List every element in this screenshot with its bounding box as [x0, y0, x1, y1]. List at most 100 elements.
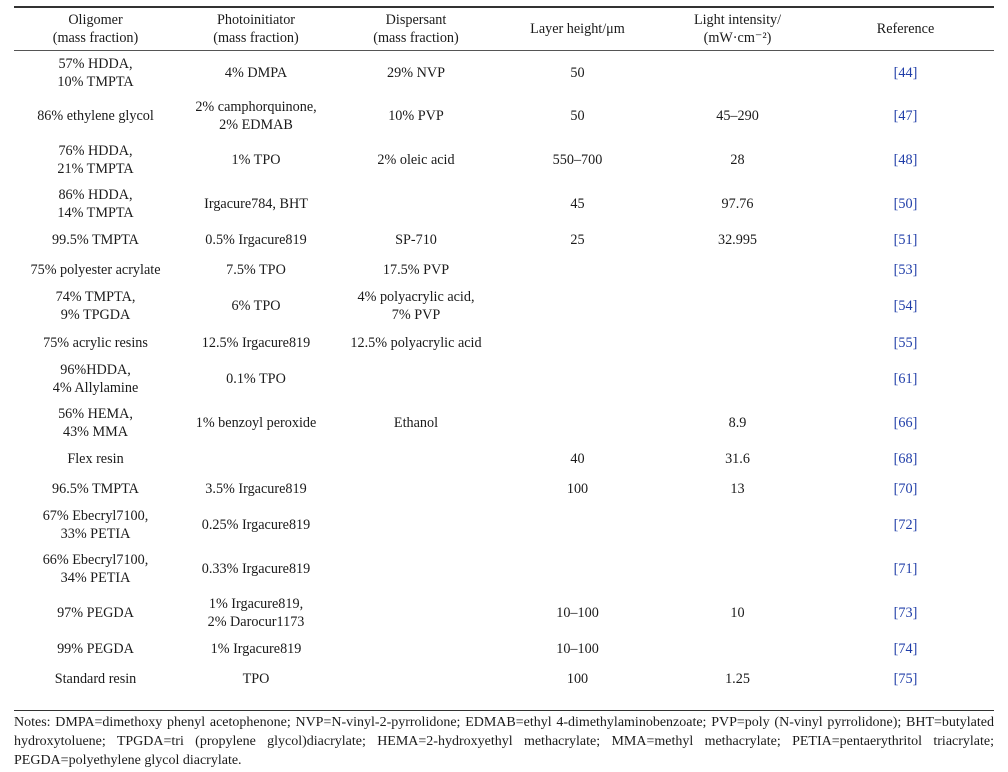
reference-link[interactable]: [61]	[893, 371, 918, 388]
cell-oligomer-line: 96%HDDA,	[60, 362, 131, 379]
cell-oligomer-line: 99% PEGDA	[57, 641, 134, 658]
cell-oligomer: 75% polyester acrylate	[14, 255, 177, 285]
cell-photoinitiator: Irgacure784, BHT	[177, 182, 335, 226]
header-light-intensity-line2: (mW·cm⁻²)	[703, 30, 772, 46]
table-row: 56% HEMA, 43% MMA 1% benzoyl peroxide Ethan…	[14, 401, 994, 445]
reference-link[interactable]: [71]	[893, 561, 918, 578]
cell-oligomer: 74% TMPTA, 9% TPGDA	[14, 284, 177, 328]
cell-light-intensity: 28	[730, 151, 745, 168]
reference-link[interactable]: [53]	[893, 261, 918, 278]
reference-link[interactable]: [66]	[893, 414, 918, 431]
cell-reference: [55]	[817, 328, 994, 358]
cell-oligomer-line: 14% TMPTA	[57, 204, 134, 221]
cell-photoinitiator-line: 6% TPO	[231, 298, 281, 315]
cell-dispersant: 4% polyacrylic acid, 7% PVP	[335, 284, 497, 328]
reference-link[interactable]: [68]	[893, 451, 918, 468]
cell-reference: [51]	[817, 225, 994, 255]
cell-oligomer-line: 76% HDDA,	[58, 142, 133, 159]
cell-light-intensity	[658, 284, 817, 328]
cell-photoinitiator-line: 0.33% Irgacure819	[201, 561, 311, 578]
table-bottom-rule	[14, 710, 994, 711]
table-row: 96.5% TMPTA 3.5% Irgacure819 100 13 [70]	[14, 474, 994, 504]
reference-link[interactable]: [48]	[893, 151, 918, 168]
reference-link[interactable]: [54]	[893, 298, 918, 315]
table-row: 76% HDDA, 21% TMPTA 1% TPO 2% oleic acid 550…	[14, 138, 994, 182]
cell-oligomer-line: 34% PETIA	[60, 570, 131, 587]
reference-link[interactable]: [51]	[893, 232, 918, 249]
cell-oligomer-line: 10% TMPTA	[57, 73, 134, 90]
cell-layer-height	[497, 328, 658, 358]
table-row: 67% Ebecryl7100, 33% PETIA 0.25% Irgacure8…	[14, 504, 994, 548]
table-row: 57% HDDA, 10% TMPTA 4% DMPA 29% NVP 50 [44]	[14, 51, 994, 95]
cell-oligomer-line: 86% ethylene glycol	[37, 108, 154, 125]
cell-oligomer-line: 33% PETIA	[60, 526, 131, 543]
cell-photoinitiator: 3.5% Irgacure819	[177, 474, 335, 504]
header-photoinitiator-line1: Photoinitiator	[216, 12, 296, 28]
table-row: 74% TMPTA, 9% TPGDA 6% TPO 4% polyacrylic a…	[14, 284, 994, 328]
header-light-intensity-line1: Light intensity/	[693, 12, 782, 28]
reference-link[interactable]: [73]	[893, 604, 918, 621]
reference-link[interactable]: [50]	[893, 195, 918, 212]
cell-layer-height: 10–100	[556, 641, 599, 658]
header-photoinitiator: Photoinitiator (mass fraction)	[177, 8, 335, 51]
cell-layer-height: 550–700	[552, 151, 603, 168]
cell-light-intensity	[658, 328, 817, 358]
cell-layer-height	[497, 504, 658, 548]
cell-reference: [50]	[817, 182, 994, 226]
cell-reference: [71]	[817, 547, 994, 591]
cell-photoinitiator: 12.5% Irgacure819	[177, 328, 335, 358]
reference-link[interactable]: [72]	[893, 517, 918, 534]
table-row: 99% PEGDA 1% Irgacure819 10–100 [74]	[14, 634, 994, 664]
cell-layer-height: 50	[570, 108, 585, 125]
cell-oligomer-line: 4% Allylamine	[52, 380, 139, 397]
cell-oligomer-line: 21% TMPTA	[57, 160, 134, 177]
cell-oligomer-line: 56% HEMA,	[58, 405, 133, 422]
cell-light-intensity: 31.6	[725, 451, 750, 468]
reference-link[interactable]: [75]	[893, 670, 918, 687]
cell-layer-height	[497, 255, 658, 285]
cell-reference: [44]	[817, 51, 994, 95]
reference-link[interactable]: [70]	[893, 480, 918, 497]
cell-photoinitiator: 7.5% TPO	[177, 255, 335, 285]
cell-dispersant: 10% PVP	[335, 95, 497, 139]
resin-formulation-table: Oligomer (mass fraction) Photoinitiator …	[14, 8, 994, 693]
cell-light-intensity: 13	[730, 480, 745, 497]
cell-light-intensity: 97.76	[721, 195, 754, 212]
cell-dispersant-line: SP-710	[395, 232, 437, 249]
reference-link[interactable]: [47]	[893, 108, 918, 125]
cell-photoinitiator-line: 0.1% TPO	[226, 371, 286, 388]
cell-photoinitiator: 6% TPO	[177, 284, 335, 328]
reference-link[interactable]: [55]	[893, 334, 918, 351]
header-dispersant: Dispersant (mass fraction)	[335, 8, 497, 51]
table-body: 57% HDDA, 10% TMPTA 4% DMPA 29% NVP 50 [44] 86…	[14, 51, 994, 694]
cell-photoinitiator-line: 2% EDMAB	[219, 117, 293, 134]
reference-link[interactable]: [74]	[893, 641, 918, 658]
cell-light-intensity	[658, 504, 817, 548]
cell-photoinitiator: 4% DMPA	[177, 51, 335, 95]
cell-layer-height	[497, 401, 658, 445]
cell-photoinitiator-line: 1% TPO	[231, 151, 281, 168]
cell-oligomer: 86% HDDA, 14% TMPTA	[14, 182, 177, 226]
table-top-rule	[14, 6, 994, 8]
cell-photoinitiator: 1% Irgacure819	[177, 634, 335, 664]
cell-reference: [74]	[817, 634, 994, 664]
cell-dispersant: SP-710	[335, 225, 497, 255]
table-row: 96%HDDA, 4% Allylamine 0.1% TPO [61]	[14, 357, 994, 401]
cell-dispersant	[335, 445, 497, 475]
table-row: 86% ethylene glycol 2% camphorquinone, 2% …	[14, 95, 994, 139]
cell-dispersant-line: 12.5% polyacrylic acid	[350, 334, 482, 351]
table-row: 75% acrylic resins 12.5% Irgacure819 12.5%…	[14, 328, 994, 358]
cell-photoinitiator-line: 1% benzoyl peroxide	[195, 414, 317, 431]
cell-oligomer: 86% ethylene glycol	[14, 95, 177, 139]
cell-light-intensity	[658, 255, 817, 285]
cell-oligomer-line: Standard resin	[54, 670, 137, 687]
header-layer-height: Layer height/μm	[497, 8, 658, 51]
cell-oligomer-line: 75% acrylic resins	[43, 334, 148, 351]
cell-oligomer: 57% HDDA, 10% TMPTA	[14, 51, 177, 95]
cell-layer-height	[497, 547, 658, 591]
reference-link[interactable]: [44]	[893, 64, 918, 81]
table-row: 66% Ebecryl7100, 34% PETIA 0.33% Irgacure8…	[14, 547, 994, 591]
header-oligomer: Oligomer (mass fraction)	[14, 8, 177, 51]
cell-oligomer-line: 57% HDDA,	[58, 55, 133, 72]
cell-light-intensity	[658, 51, 817, 95]
